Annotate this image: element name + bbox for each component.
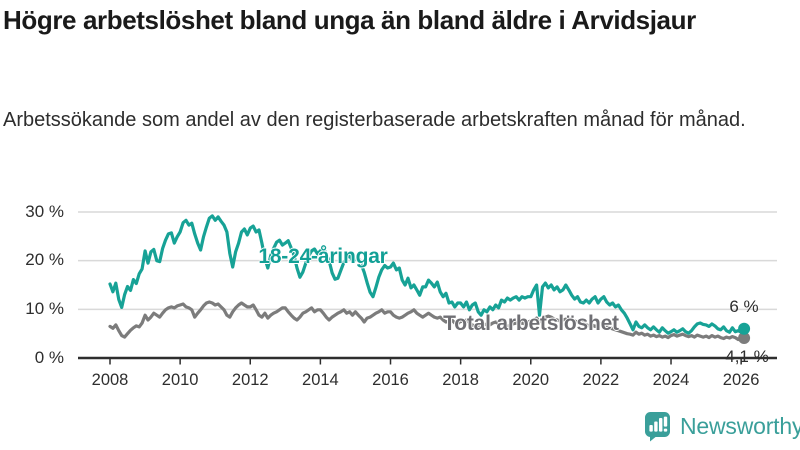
bar-chart-speech-bubble-icon xyxy=(645,412,670,442)
series-label-total: Total arbetslöshet xyxy=(443,312,619,335)
x-axis-tick-label: 2022 xyxy=(582,371,620,389)
end-value-label-youth: 6 % xyxy=(729,297,759,316)
x-axis-tick-label: 2020 xyxy=(512,371,550,389)
x-axis-tick-label: 2010 xyxy=(161,371,199,389)
page-title: Högre arbetslöshet bland unga än bland ä… xyxy=(3,5,696,35)
chart-subtitle: Arbetssökande som andel av den registerb… xyxy=(3,109,746,131)
x-axis-tick-label: 2018 xyxy=(442,371,479,389)
x-axis-tick-label: 2026 xyxy=(722,371,760,389)
x-axis-tick-label: 2008 xyxy=(91,371,129,389)
x-axis-tick-label: 2024 xyxy=(652,371,690,389)
y-axis-tick-label: 10 % xyxy=(25,298,64,318)
x-axis-tick-label: 2016 xyxy=(372,371,409,389)
series-label-youth: 18-24-åringar xyxy=(258,245,388,268)
x-axis-tick-label: 2012 xyxy=(231,371,269,389)
y-axis-tick-label: 30 % xyxy=(25,201,64,221)
newsworthy-logo: Newsworthy xyxy=(644,411,800,442)
y-axis-tick-label: 20 % xyxy=(25,250,64,270)
x-axis-tick-label: 2014 xyxy=(302,371,339,389)
newsworthy-wordmark: Newsworthy xyxy=(680,413,800,439)
y-axis-tick-label: 0 % xyxy=(34,347,64,367)
end-value-label-total: 4,1 % xyxy=(725,347,769,366)
